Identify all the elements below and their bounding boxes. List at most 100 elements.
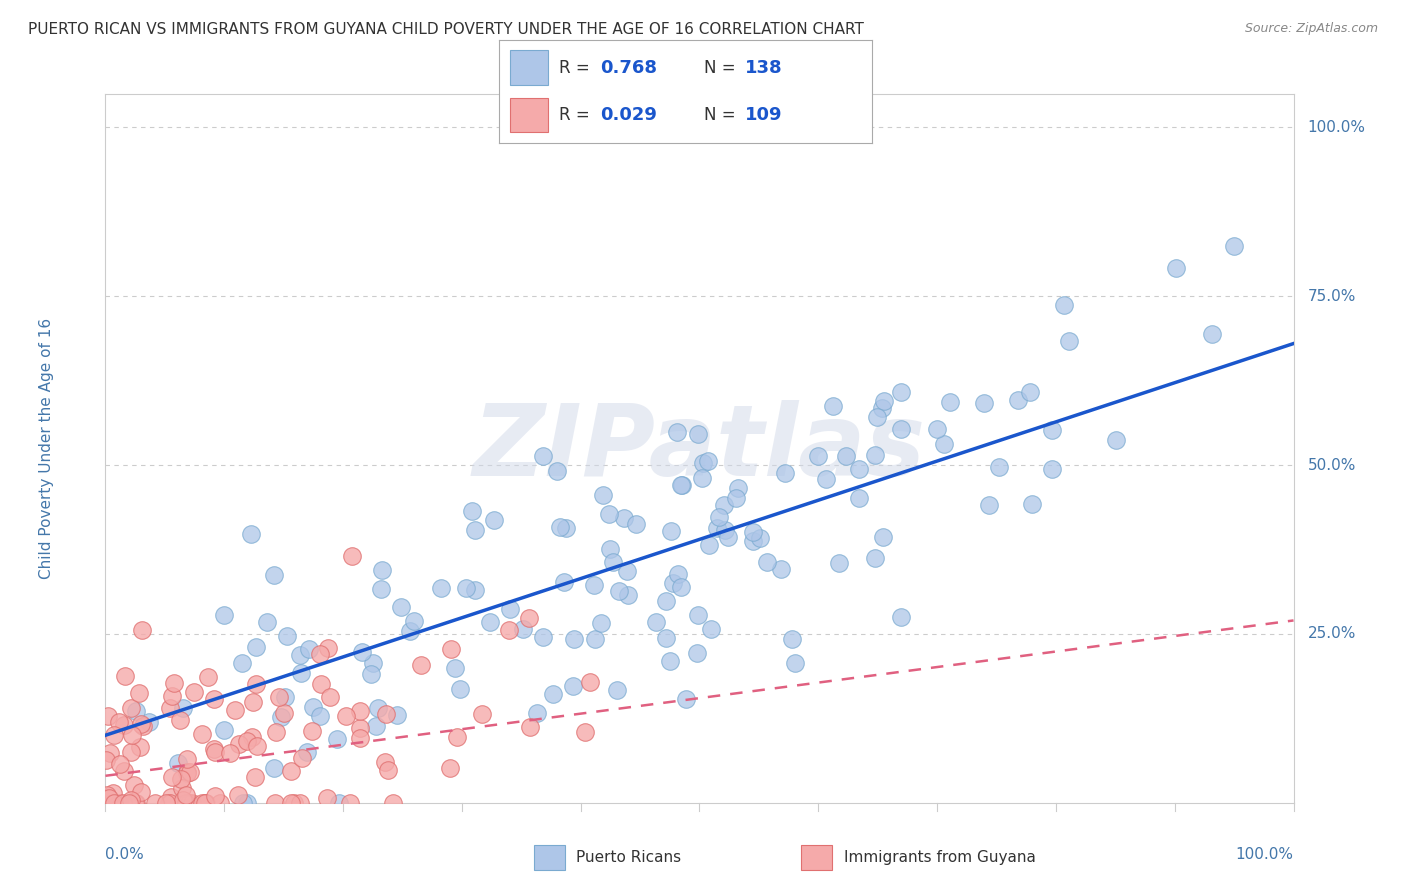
Point <box>607 583 630 598</box>
Point <box>120 701 142 715</box>
Point <box>780 632 803 647</box>
Point <box>291 750 314 764</box>
Point <box>446 730 468 744</box>
Point <box>770 562 793 576</box>
Point <box>688 427 710 442</box>
Point <box>700 622 723 636</box>
Point <box>482 513 505 527</box>
Point <box>170 781 193 796</box>
Point <box>98 747 121 761</box>
Point <box>235 733 257 747</box>
Point <box>179 765 201 780</box>
Point <box>375 707 398 722</box>
Point <box>1105 433 1128 447</box>
Point <box>264 724 287 739</box>
Point <box>283 796 305 810</box>
Text: 75.0%: 75.0% <box>1308 289 1357 304</box>
Point <box>690 471 713 485</box>
Point <box>240 527 263 541</box>
Bar <box>510 50 547 86</box>
Point <box>120 745 142 759</box>
Point <box>1164 260 1187 275</box>
Point <box>114 669 136 683</box>
Point <box>512 622 534 636</box>
Point <box>204 692 226 706</box>
Point <box>194 796 217 810</box>
Point <box>669 478 692 492</box>
Point <box>866 410 889 425</box>
Point <box>112 717 135 731</box>
Point <box>389 599 412 614</box>
Point <box>349 731 371 746</box>
Point <box>315 790 337 805</box>
Point <box>927 422 949 436</box>
Point <box>243 770 266 784</box>
Point <box>444 661 467 675</box>
Point <box>204 789 226 804</box>
Point <box>157 796 180 810</box>
Point <box>193 796 215 810</box>
Point <box>692 456 714 470</box>
Text: Source: ZipAtlas.com: Source: ZipAtlas.com <box>1244 22 1378 36</box>
Point <box>214 723 236 737</box>
Point <box>288 648 311 662</box>
Point <box>232 796 254 810</box>
Point <box>228 738 250 752</box>
Point <box>121 728 143 742</box>
Point <box>103 728 125 742</box>
Point <box>319 690 342 705</box>
Point <box>828 556 851 570</box>
Point <box>297 642 319 657</box>
Point <box>697 538 720 552</box>
Point <box>661 576 683 591</box>
Point <box>190 727 212 741</box>
Point <box>280 796 302 810</box>
Point <box>821 399 844 413</box>
Point <box>579 675 602 690</box>
Point <box>236 796 259 810</box>
Point <box>176 764 198 779</box>
Text: PUERTO RICAN VS IMMIGRANTS FROM GUYANA CHILD POVERTY UNDER THE AGE OF 16 CORRELA: PUERTO RICAN VS IMMIGRANTS FROM GUYANA C… <box>28 22 865 37</box>
Point <box>741 525 763 540</box>
Text: 0.029: 0.029 <box>600 106 657 124</box>
Point <box>349 704 371 718</box>
Point <box>169 714 191 728</box>
Point <box>1201 326 1223 341</box>
Point <box>335 709 357 723</box>
Point <box>872 401 894 415</box>
Point <box>382 796 405 810</box>
Text: 50.0%: 50.0% <box>1308 458 1357 473</box>
Point <box>176 765 198 780</box>
Point <box>706 521 728 535</box>
Point <box>872 530 894 544</box>
Point <box>370 582 392 596</box>
Point <box>748 531 770 545</box>
Point <box>741 534 763 549</box>
Text: Child Poverty Under the Age of 16: Child Poverty Under the Age of 16 <box>38 318 53 579</box>
Point <box>276 629 298 643</box>
Point <box>385 707 408 722</box>
Point <box>172 793 194 807</box>
Point <box>548 519 571 533</box>
Point <box>717 530 740 544</box>
Point <box>582 577 605 591</box>
Point <box>169 772 191 786</box>
Point <box>301 723 323 738</box>
Point <box>377 764 399 778</box>
Point <box>301 700 323 714</box>
Point <box>773 466 796 480</box>
Point <box>591 615 613 630</box>
Point <box>194 796 217 810</box>
Point <box>1019 385 1042 400</box>
Point <box>555 521 578 535</box>
Point <box>606 682 628 697</box>
Point <box>713 498 735 512</box>
Point <box>688 608 710 623</box>
Point <box>183 685 205 699</box>
Text: 138: 138 <box>745 59 783 77</box>
Point <box>309 648 332 662</box>
Point <box>160 789 183 804</box>
Point <box>533 631 555 645</box>
Point <box>270 710 292 724</box>
Point <box>197 669 219 683</box>
